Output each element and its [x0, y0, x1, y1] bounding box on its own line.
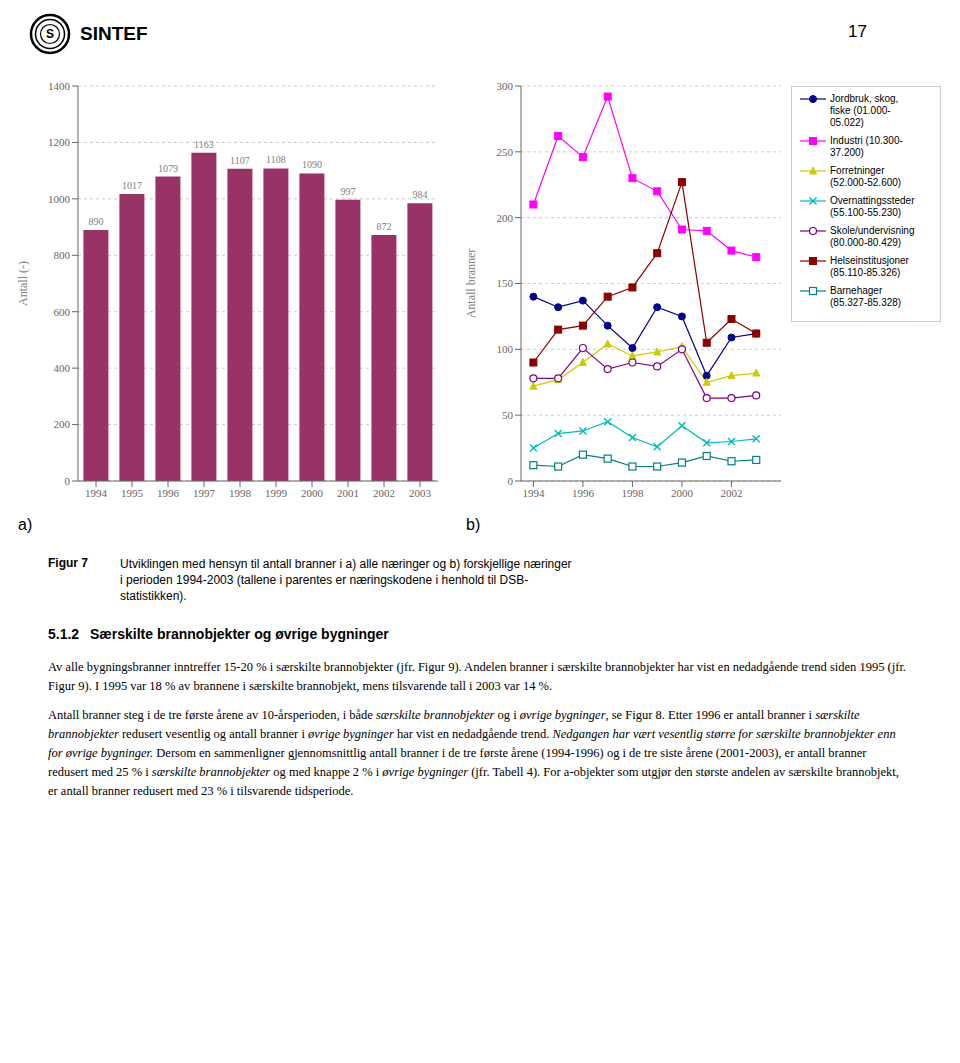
html-text:5.1.2 Særskilte brannobjekter: 5.1.2 Særskilte brannobjekter og øvrige …: [48, 626, 389, 642]
svg-text:1107: 1107: [230, 155, 250, 166]
html-text:SINTEF: SINTEF: [80, 23, 148, 44]
html-text:b): b): [466, 516, 481, 533]
html-text:Antall branner steg i de tre f: Antall branner steg i de tre første åren…: [48, 708, 899, 798]
svg-text:872: 872: [376, 221, 391, 232]
svg-text:1994: 1994: [85, 487, 108, 499]
html-text:a): a): [18, 516, 33, 533]
svg-text:1994: 1994: [522, 487, 545, 499]
svg-text:250: 250: [497, 146, 514, 158]
svg-text:1997: 1997: [193, 487, 216, 499]
svg-text:2000: 2000: [301, 487, 324, 499]
svg-text:800: 800: [54, 249, 71, 261]
html-text:Industri (10.300- 37.200): Industri (10.300- 37.200): [830, 135, 903, 158]
svg-text:Antall (-): Antall (-): [16, 261, 30, 306]
svg-text:100: 100: [497, 343, 514, 355]
html-text:17: 17: [848, 22, 867, 41]
svg-text:1079: 1079: [158, 163, 178, 174]
svg-text:1998: 1998: [621, 487, 644, 499]
svg-text:1999: 1999: [265, 487, 288, 499]
svg-text:50: 50: [502, 409, 514, 421]
svg-text:1995: 1995: [121, 487, 144, 499]
svg-text:890: 890: [88, 216, 103, 227]
svg-text:Antall branner: Antall branner: [464, 249, 478, 319]
svg-text:1998: 1998: [229, 487, 252, 499]
svg-text:1400: 1400: [48, 80, 71, 92]
svg-text:984: 984: [412, 189, 427, 200]
svg-text:400: 400: [54, 362, 71, 374]
svg-text:2003: 2003: [409, 487, 432, 499]
svg-text:200: 200: [497, 212, 514, 224]
svg-text:2000: 2000: [671, 487, 694, 499]
svg-text:150: 150: [497, 277, 514, 289]
html-text:Utviklingen med hensyn til ant: Utviklingen med hensyn til antall branne…: [120, 557, 572, 603]
svg-text:1108: 1108: [266, 154, 286, 165]
html-text:Overnattingssteder (55.100-55.: Overnattingssteder (55.100-55.230): [830, 195, 915, 218]
svg-text:600: 600: [54, 306, 71, 318]
svg-text:997: 997: [340, 186, 355, 197]
html-text:Figur 7: Figur 7: [48, 556, 88, 570]
svg-text:200: 200: [54, 418, 71, 430]
svg-text:1000: 1000: [48, 193, 71, 205]
html-text:Barnehager (85.327-85.328): Barnehager (85.327-85.328): [830, 285, 902, 308]
svg-text:2002: 2002: [720, 487, 742, 499]
html-text:Forretninger (52.000-52.600): Forretninger (52.000-52.600): [830, 165, 902, 188]
svg-text:S: S: [46, 27, 54, 41]
svg-text:1996: 1996: [572, 487, 595, 499]
html-text:Jordbruk, skog, fiske (01.000-: Jordbruk, skog, fiske (01.000- 05.022): [830, 93, 899, 128]
svg-text:1090: 1090: [302, 159, 322, 170]
svg-text:2001: 2001: [337, 487, 359, 499]
svg-text:1163: 1163: [194, 139, 214, 150]
svg-text:0: 0: [508, 475, 514, 487]
svg-text:300: 300: [497, 80, 514, 92]
svg-text:2002: 2002: [373, 487, 395, 499]
html-text:Av alle bygningsbranner inntre: Av alle bygningsbranner inntreffer 15-20…: [48, 660, 906, 693]
html-text:Skole/undervisning (80.000-80.: Skole/undervisning (80.000-80.429): [830, 225, 915, 248]
svg-text:1017: 1017: [122, 180, 142, 191]
html-text:Helseinstitusjoner (85.110-85.: Helseinstitusjoner (85.110-85.326): [830, 255, 909, 278]
svg-text:0: 0: [65, 475, 71, 487]
svg-text:1200: 1200: [48, 136, 71, 148]
svg-text:1996: 1996: [157, 487, 180, 499]
